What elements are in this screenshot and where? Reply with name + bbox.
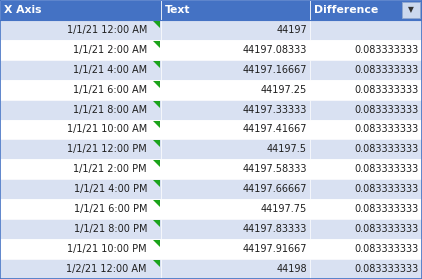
Bar: [161, 119, 310, 140]
Text: 1/1/21 2:00 AM: 1/1/21 2:00 AM: [73, 45, 147, 55]
Bar: [161, 259, 310, 279]
Bar: [0, 40, 161, 60]
Text: 1/1/21 10:00 PM: 1/1/21 10:00 PM: [68, 244, 147, 254]
Bar: [161, 0, 310, 20]
Text: 0.083333333: 0.083333333: [355, 65, 419, 75]
Text: 0.083333333: 0.083333333: [355, 144, 419, 154]
Polygon shape: [153, 121, 160, 128]
Bar: [0, 219, 161, 239]
Bar: [310, 259, 422, 279]
Text: 44197.25: 44197.25: [261, 85, 307, 95]
Text: 44197.66667: 44197.66667: [243, 184, 307, 194]
Bar: [310, 179, 422, 199]
Polygon shape: [153, 101, 160, 108]
Text: 1/1/21 10:00 AM: 1/1/21 10:00 AM: [67, 124, 147, 134]
Bar: [161, 60, 310, 80]
Polygon shape: [153, 180, 160, 187]
Text: 1/2/21 12:00 AM: 1/2/21 12:00 AM: [67, 264, 147, 274]
Bar: [161, 40, 310, 60]
Text: 44197.41667: 44197.41667: [243, 124, 307, 134]
Text: 44197.16667: 44197.16667: [243, 65, 307, 75]
Bar: [161, 100, 310, 119]
Bar: [0, 239, 161, 259]
Polygon shape: [153, 200, 160, 207]
Text: 44197: 44197: [276, 25, 307, 35]
Text: 44197.83333: 44197.83333: [243, 224, 307, 234]
Text: 0.083333333: 0.083333333: [355, 124, 419, 134]
Text: 1/1/21 8:00 AM: 1/1/21 8:00 AM: [73, 105, 147, 115]
Bar: [310, 100, 422, 119]
Bar: [161, 199, 310, 219]
Text: 44197.75: 44197.75: [261, 204, 307, 214]
Bar: [310, 40, 422, 60]
Text: 44197.91667: 44197.91667: [243, 244, 307, 254]
Polygon shape: [153, 41, 160, 48]
Text: 44197.58333: 44197.58333: [243, 164, 307, 174]
Text: Difference: Difference: [314, 5, 378, 15]
Text: X Axis: X Axis: [4, 5, 41, 15]
Polygon shape: [153, 240, 160, 247]
Bar: [310, 159, 422, 179]
Text: 0.083333333: 0.083333333: [355, 264, 419, 274]
Bar: [310, 60, 422, 80]
Text: 0.083333333: 0.083333333: [355, 184, 419, 194]
Bar: [161, 179, 310, 199]
Bar: [310, 0, 422, 20]
Bar: [0, 119, 161, 140]
Polygon shape: [153, 81, 160, 88]
Bar: [161, 20, 310, 40]
Text: 44198: 44198: [276, 264, 307, 274]
Bar: [310, 199, 422, 219]
Polygon shape: [153, 21, 160, 28]
Polygon shape: [153, 140, 160, 147]
Text: ▼: ▼: [408, 6, 414, 15]
Text: Text: Text: [165, 5, 190, 15]
Text: 0.083333333: 0.083333333: [355, 105, 419, 115]
Bar: [161, 239, 310, 259]
Bar: [310, 20, 422, 40]
Text: 1/1/21 4:00 AM: 1/1/21 4:00 AM: [73, 65, 147, 75]
Polygon shape: [153, 220, 160, 227]
Bar: [310, 239, 422, 259]
Bar: [310, 80, 422, 100]
Text: 44197.33333: 44197.33333: [243, 105, 307, 115]
Bar: [0, 80, 161, 100]
Bar: [161, 80, 310, 100]
Bar: [161, 159, 310, 179]
Bar: [161, 219, 310, 239]
Bar: [310, 140, 422, 159]
Text: 1/1/21 12:00 AM: 1/1/21 12:00 AM: [67, 25, 147, 35]
Polygon shape: [153, 260, 160, 267]
Bar: [0, 20, 161, 40]
Text: 0.083333333: 0.083333333: [355, 45, 419, 55]
Bar: [0, 100, 161, 119]
Text: 1/1/21 2:00 PM: 1/1/21 2:00 PM: [73, 164, 147, 174]
Bar: [0, 140, 161, 159]
Text: 1/1/21 4:00 PM: 1/1/21 4:00 PM: [73, 184, 147, 194]
Bar: [0, 159, 161, 179]
Text: 0.083333333: 0.083333333: [355, 224, 419, 234]
Bar: [402, 2, 420, 18]
Text: 44197.08333: 44197.08333: [243, 45, 307, 55]
Text: 1/1/21 6:00 PM: 1/1/21 6:00 PM: [73, 204, 147, 214]
Bar: [310, 219, 422, 239]
Bar: [0, 0, 161, 20]
Bar: [0, 259, 161, 279]
Text: 0.083333333: 0.083333333: [355, 164, 419, 174]
Text: 1/1/21 12:00 PM: 1/1/21 12:00 PM: [67, 144, 147, 154]
Text: 1/1/21 6:00 AM: 1/1/21 6:00 AM: [73, 85, 147, 95]
Bar: [310, 119, 422, 140]
Polygon shape: [153, 61, 160, 68]
Bar: [161, 140, 310, 159]
Text: 0.083333333: 0.083333333: [355, 85, 419, 95]
Text: 0.083333333: 0.083333333: [355, 244, 419, 254]
Bar: [0, 179, 161, 199]
Text: 44197.5: 44197.5: [267, 144, 307, 154]
Bar: [0, 199, 161, 219]
Bar: [0, 60, 161, 80]
Text: 0.083333333: 0.083333333: [355, 204, 419, 214]
Text: 1/1/21 8:00 PM: 1/1/21 8:00 PM: [73, 224, 147, 234]
Polygon shape: [153, 160, 160, 167]
